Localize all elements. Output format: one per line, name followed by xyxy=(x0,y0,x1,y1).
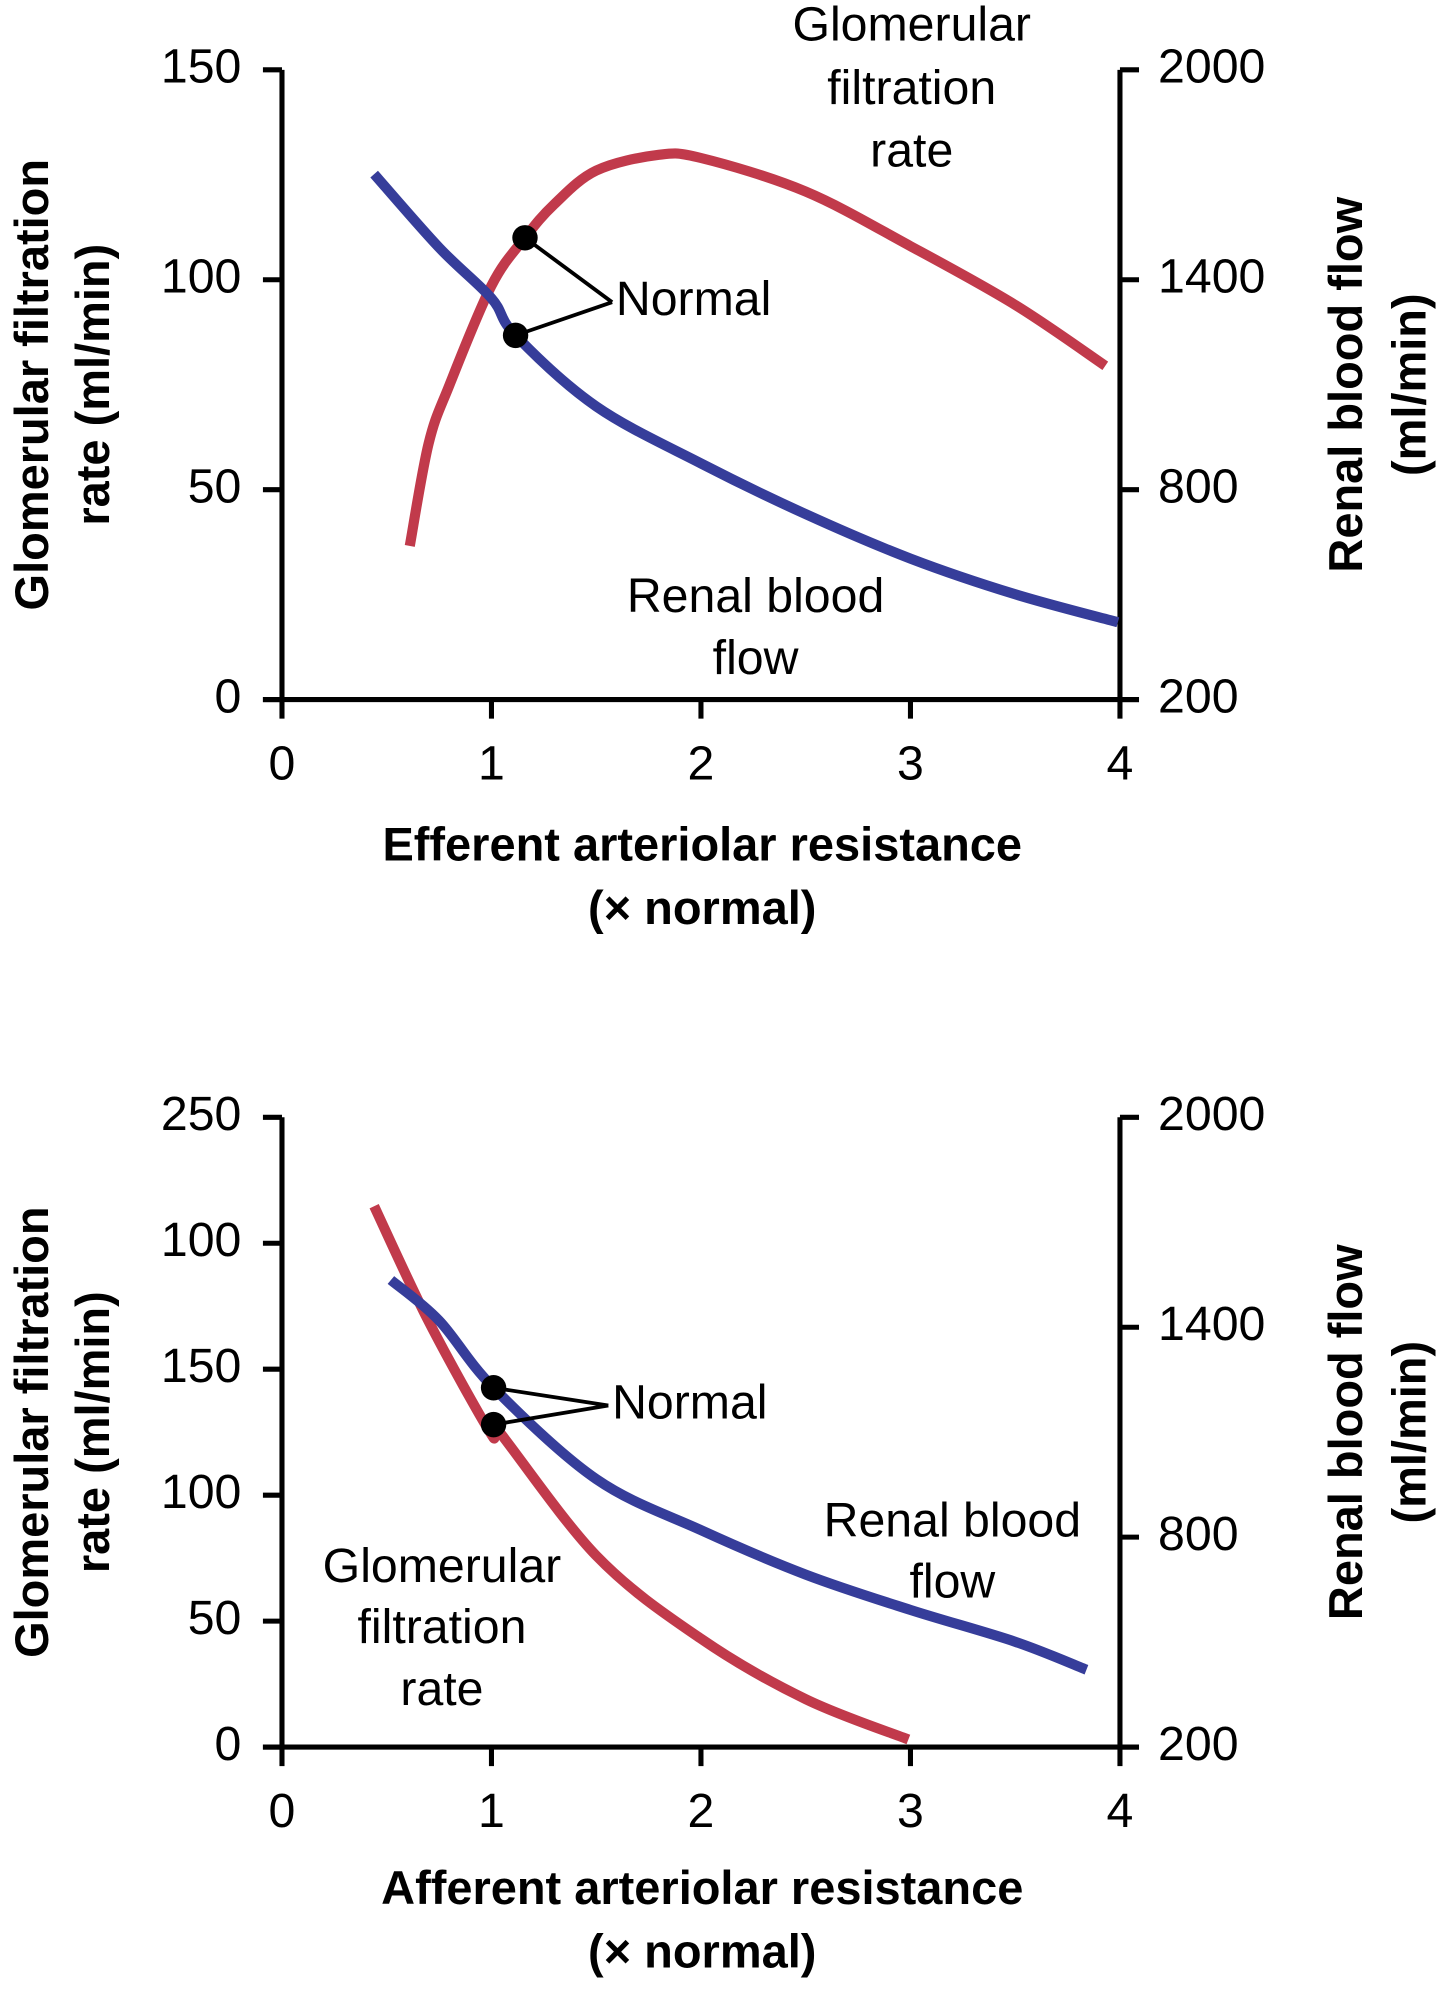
series-label: rate xyxy=(870,123,953,177)
x-tick-label: 4 xyxy=(1107,737,1134,791)
y-tick-label: 250 xyxy=(161,1087,241,1141)
y-axis-title: Glomerular filtration xyxy=(5,159,58,610)
x-tick-label: 1 xyxy=(478,1784,505,1838)
y-tick-label: 100 xyxy=(161,250,241,304)
x-tick-label: 0 xyxy=(269,737,296,791)
y-axis-title: rate (ml/min) xyxy=(66,1291,119,1573)
y2-tick-label: 200 xyxy=(1158,669,1238,723)
series-label: Glomerular xyxy=(792,0,1031,52)
y2-tick-label: 1400 xyxy=(1158,1297,1265,1351)
normal-point xyxy=(502,322,529,349)
normal-point xyxy=(480,1411,507,1438)
series-label: flow xyxy=(909,1554,995,1608)
y-tick-label: 100 xyxy=(161,1213,241,1267)
y2-tick-label: 200 xyxy=(1158,1717,1238,1771)
x-axis-title: Afferent arteriolar resistance xyxy=(381,1861,1023,1914)
x-tick-label: 1 xyxy=(478,737,505,791)
y2-tick-label: 1400 xyxy=(1158,250,1265,304)
series-label: Renal blood xyxy=(824,1493,1081,1547)
x-tick-label: 0 xyxy=(269,1784,296,1838)
x-tick-label: 2 xyxy=(688,1784,715,1838)
leader-line xyxy=(493,1403,609,1427)
y-tick-label: 100 xyxy=(161,1465,241,1519)
line-series xyxy=(370,170,1120,628)
y2-tick-label: 800 xyxy=(1158,1507,1238,1561)
y-tick-label: 0 xyxy=(215,1717,242,1771)
x-tick-label: 2 xyxy=(688,737,715,791)
y-tick-label: 150 xyxy=(161,1339,241,1393)
x-axis-title: (× normal) xyxy=(588,1925,816,1978)
line-series xyxy=(369,1204,911,1745)
y2-axis-title: (ml/min) xyxy=(1383,293,1436,476)
y2-tick-label: 2000 xyxy=(1158,1087,1265,1141)
series-label: filtration xyxy=(358,1600,527,1654)
series-label: rate xyxy=(400,1662,483,1716)
y-tick-label: 0 xyxy=(215,669,242,723)
series-label: Glomerular xyxy=(323,1539,562,1593)
x-tick-label: 4 xyxy=(1107,1784,1134,1838)
y-axis-title: Glomerular filtration xyxy=(5,1206,58,1657)
x-tick-label: 3 xyxy=(897,737,924,791)
y2-axis-title: (ml/min) xyxy=(1383,1341,1436,1524)
series-label: Renal blood xyxy=(627,569,884,623)
line-series xyxy=(404,148,1109,547)
y-tick-label: 150 xyxy=(161,40,241,94)
series-label: flow xyxy=(713,631,799,685)
normal-point xyxy=(480,1375,507,1401)
y-tick-label: 50 xyxy=(188,1591,242,1645)
normal-point xyxy=(512,225,538,251)
y-tick-label: 50 xyxy=(188,459,242,513)
leader-line xyxy=(514,300,613,338)
y2-axis-title: Renal blood flow xyxy=(1319,196,1372,572)
line-series xyxy=(387,1276,1089,1675)
y2-tick-label: 2000 xyxy=(1158,40,1265,94)
annotation: Normal xyxy=(616,272,771,326)
x-axis-title: Efferent arteriolar resistance xyxy=(382,818,1022,871)
leader-line xyxy=(493,1385,609,1408)
x-axis-title: (× normal) xyxy=(588,881,816,934)
y-axis-title: rate (ml/min) xyxy=(66,244,119,526)
x-tick-label: 3 xyxy=(897,1784,924,1838)
y2-axis-title: Renal blood flow xyxy=(1319,1244,1372,1620)
series-label: filtration xyxy=(827,61,996,115)
leader-line xyxy=(523,236,614,304)
y2-tick-label: 800 xyxy=(1158,459,1238,513)
annotation: Normal xyxy=(612,1375,767,1429)
